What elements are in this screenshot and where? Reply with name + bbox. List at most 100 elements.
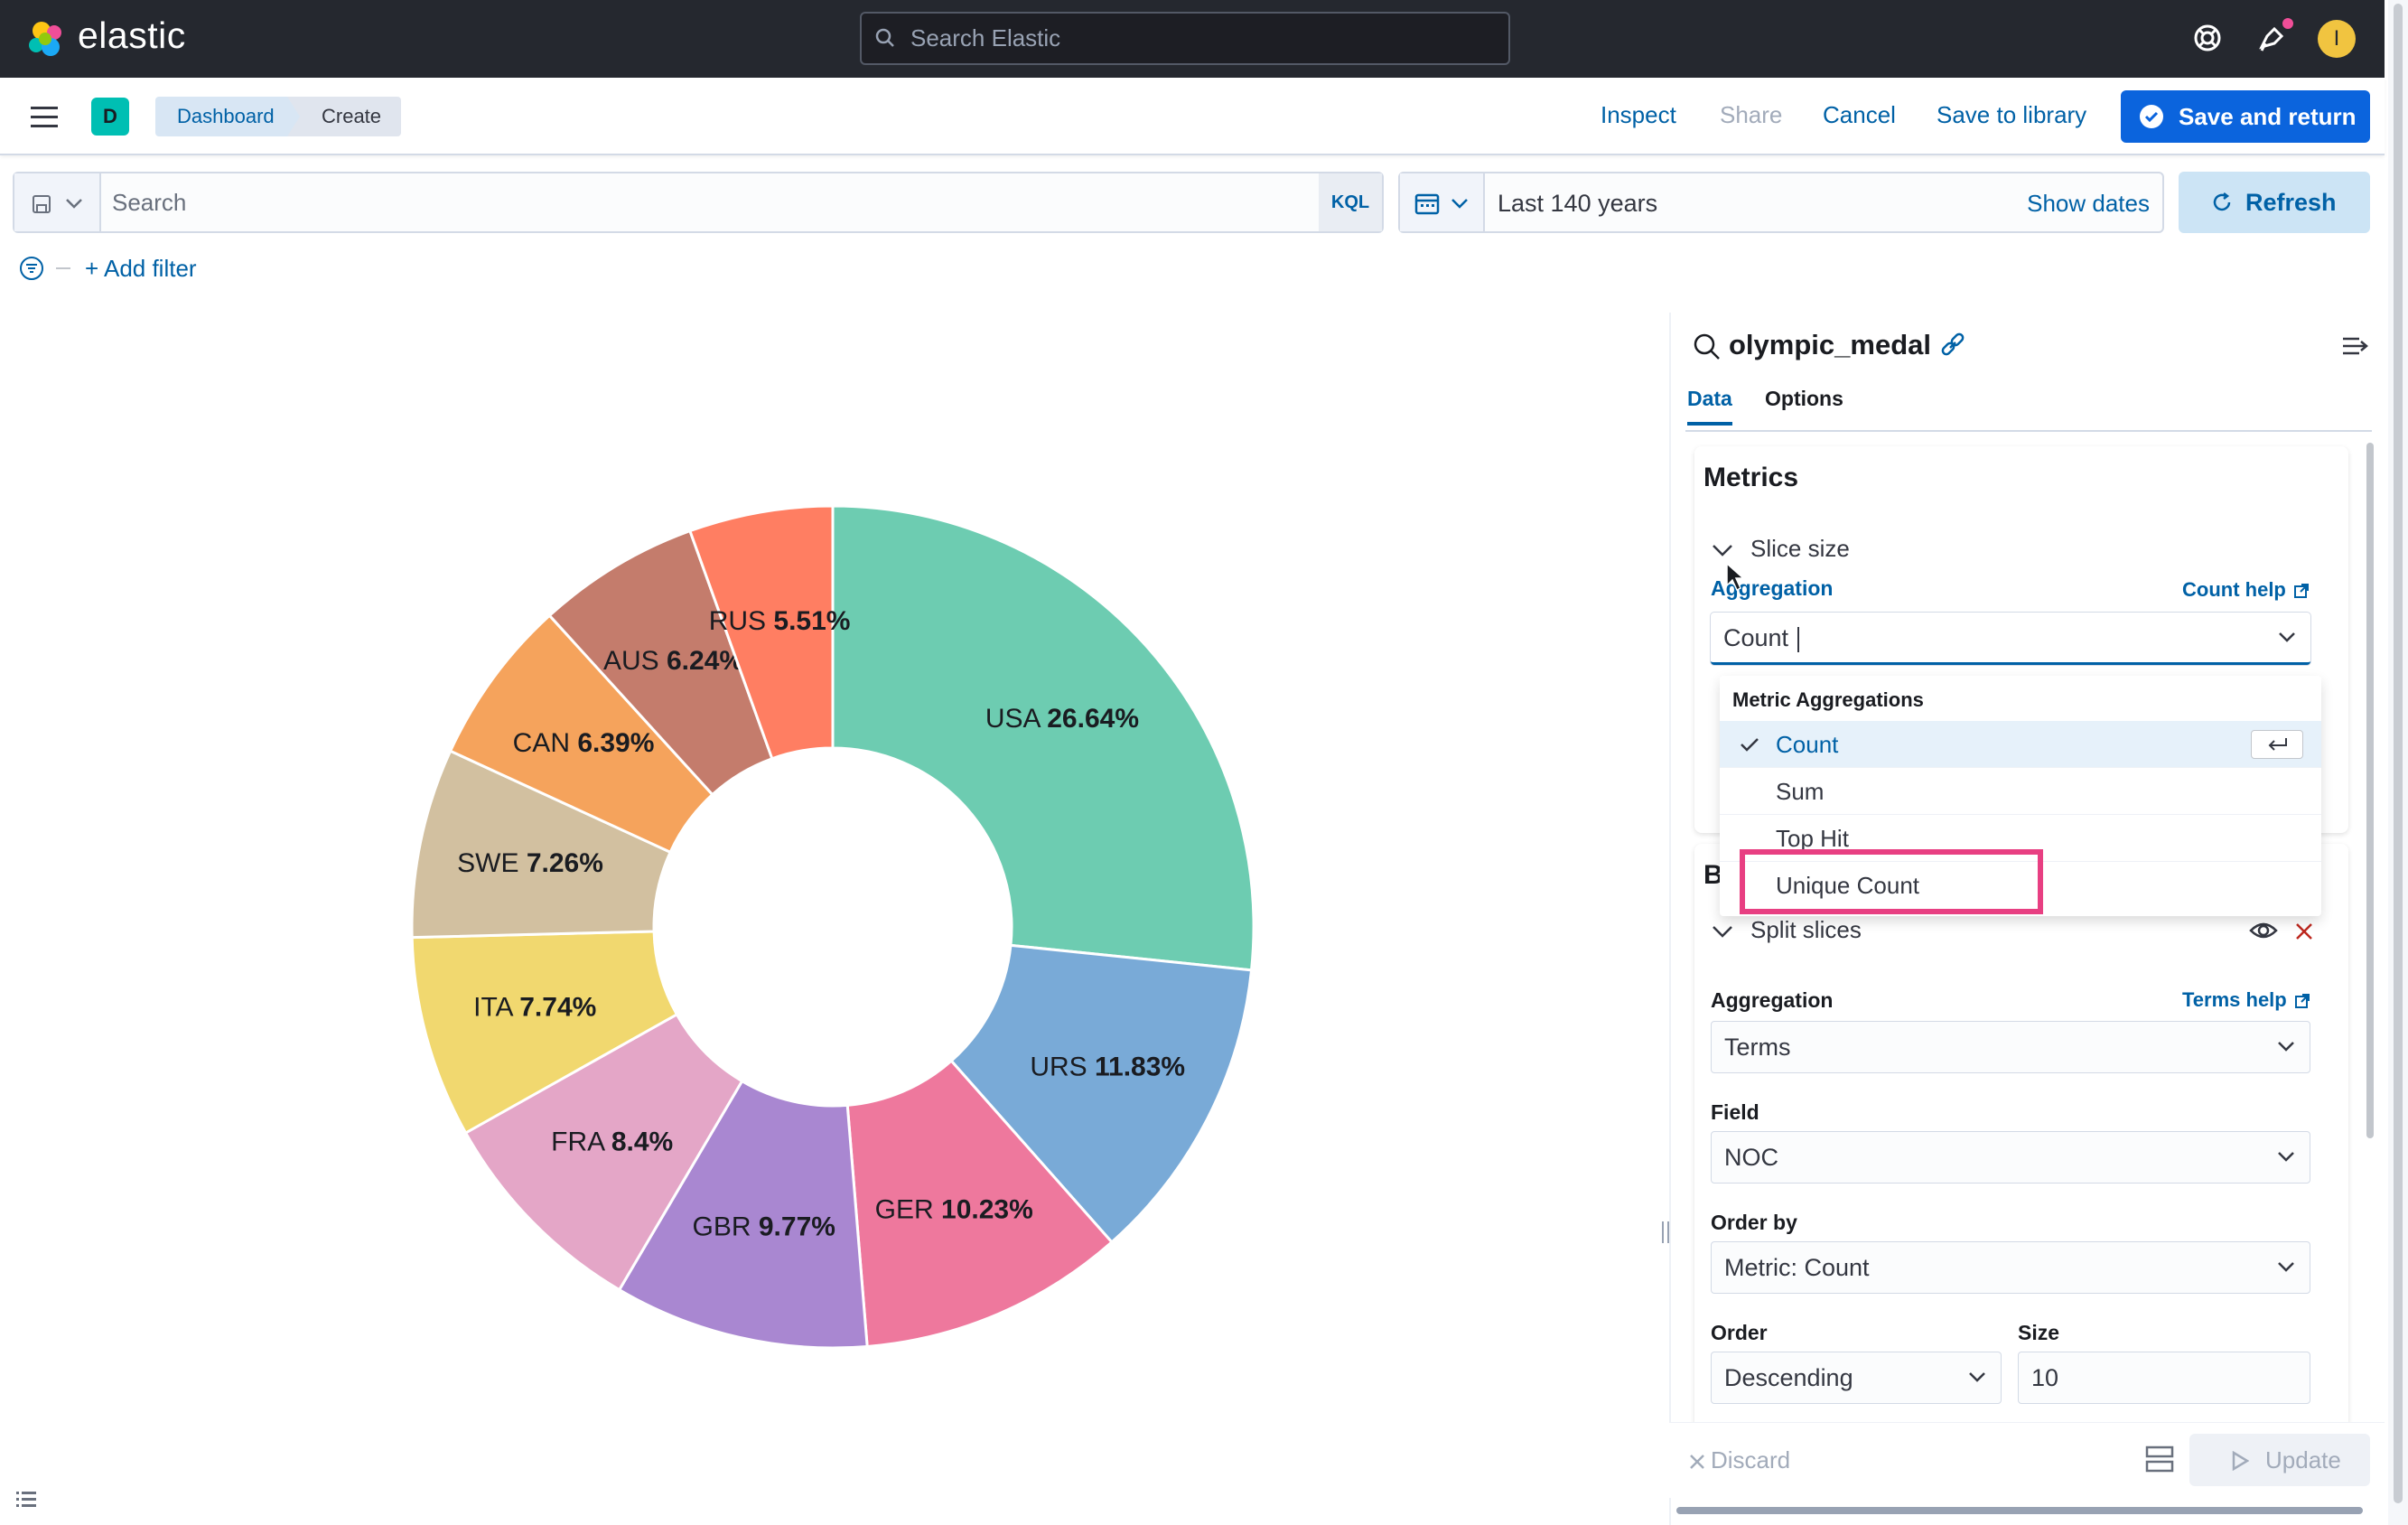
calendar-icon [1414, 193, 1440, 215]
discard-button[interactable]: Discard [1690, 1446, 1790, 1474]
size-label: Size [2018, 1321, 2060, 1344]
sidebar-scrollbar[interactable] [2366, 443, 2374, 1138]
save-icon [33, 195, 51, 213]
chevron-down-icon [2278, 1262, 2294, 1272]
pie-slice-gbr[interactable] [617, 1079, 869, 1350]
chevron-down-icon [2279, 632, 2295, 642]
update-button[interactable]: Update [2189, 1434, 2370, 1486]
editor-sidebar: olympic_medal Data Options Metrics Slice… [1669, 313, 2385, 1525]
field-select[interactable]: NOC [1711, 1131, 2310, 1184]
option-count-label: Count [1776, 731, 1839, 758]
option-top-hit[interactable]: Top Hit [1720, 815, 2321, 862]
chevron-down-icon [1969, 1372, 1985, 1382]
count-help-link[interactable]: Count help [2182, 578, 2310, 602]
page-scrollbar[interactable] [2388, 0, 2408, 1525]
order-select[interactable]: Descending [1711, 1352, 2002, 1404]
terms-help-text: Terms help [2182, 988, 2287, 1011]
slice-label-aus: AUS 6.24% [603, 646, 743, 676]
inspect-link[interactable]: Inspect [1601, 101, 1676, 128]
search-icon [1694, 333, 1720, 360]
bucket-aggregation-label: Aggregation [1711, 988, 1834, 1012]
brand-name[interactable]: elastic [78, 14, 186, 56]
query-language-button[interactable]: KQL [1319, 173, 1382, 231]
save-and-return-label: Save and return [2179, 103, 2357, 130]
search-icon [875, 28, 894, 47]
terms-help-link[interactable]: Terms help [2182, 988, 2310, 1012]
metrics-title: Metrics [1703, 463, 1799, 492]
horizontal-scrollbar[interactable] [1676, 1507, 2363, 1514]
pie-slice-urs[interactable] [949, 943, 1254, 1245]
quick-select-button[interactable] [1400, 173, 1485, 231]
pie-slice-fra[interactable] [463, 1012, 744, 1292]
external-link-icon [2294, 994, 2310, 1009]
highlight-annotation [1740, 849, 2043, 914]
play-icon [2232, 1451, 2249, 1471]
buckets-panel: B Split slices Aggregation Terms help Te… [1694, 844, 2348, 1476]
share-link[interactable]: Share [1720, 101, 1783, 128]
tab-options[interactable]: Options [1765, 387, 1843, 410]
breadcrumb-dashboard[interactable]: Dashboard [155, 97, 309, 136]
refresh-label: Refresh [2245, 189, 2337, 216]
option-unique-count[interactable]: Unique Count [1776, 872, 1919, 899]
global-search-input[interactable] [910, 14, 1489, 63]
query-search-input[interactable] [112, 173, 1313, 231]
option-sum[interactable]: Sum [1720, 768, 2321, 815]
saved-query-button[interactable] [14, 173, 101, 231]
split-slices-label: Split slices [1750, 916, 1862, 943]
check-circle-icon [2140, 105, 2163, 128]
order-by-select[interactable]: Metric: Count [1711, 1241, 2310, 1294]
donut-chart: USA 26.64% URS 11.83% GER 10.23% GBR 9.77% F… [410, 504, 1255, 1350]
space-avatar[interactable]: D [91, 98, 129, 136]
chevron-down-icon [1713, 926, 1732, 938]
size-input[interactable]: 10 [2018, 1352, 2310, 1404]
chevron-down-icon [66, 199, 82, 209]
legend-toggle-icon[interactable] [14, 1489, 38, 1509]
panel-resize-handle[interactable] [1662, 1221, 1669, 1243]
bucket-aggregation-value: Terms [1724, 1034, 1791, 1061]
help-icon[interactable] [2189, 20, 2226, 56]
refresh-button[interactable]: Refresh [2179, 172, 2370, 233]
elastic-logo-icon[interactable] [23, 16, 69, 61]
bucket-aggregation-select[interactable]: Terms [1711, 1021, 2310, 1073]
save-and-return-button[interactable]: Save and return [2121, 90, 2370, 143]
external-link-icon [2293, 584, 2309, 599]
pie-slice-rus[interactable] [687, 504, 835, 761]
time-range-text[interactable]: Last 140 years [1498, 190, 1658, 217]
chevron-down-icon [1451, 199, 1468, 209]
count-help-text: Count help [2182, 578, 2286, 601]
field-select-value: NOC [1724, 1144, 1778, 1171]
filter-options-icon[interactable] [18, 255, 45, 282]
slice-label-urs: URS 11.83% [1030, 1052, 1185, 1081]
pie-slice-usa[interactable] [831, 504, 1255, 972]
app-nav-bar: D Dashboard Create Inspect Share Cancel … [0, 78, 2385, 155]
pie-slice-ger[interactable] [845, 1059, 1115, 1349]
top-header: elastic I [0, 0, 2385, 78]
chevron-down-icon [2278, 1042, 2294, 1052]
newsfeed-icon[interactable] [2254, 20, 2291, 56]
global-search[interactable] [860, 12, 1510, 65]
show-dates-link[interactable]: Show dates [2027, 190, 2150, 217]
close-icon [1690, 1455, 1704, 1469]
link-icon[interactable] [1938, 331, 1967, 360]
eye-icon[interactable] [2249, 920, 2278, 941]
query-bar: KQL [13, 172, 1384, 233]
cancel-link[interactable]: Cancel [1823, 101, 1896, 128]
order-label: Order [1711, 1321, 1768, 1344]
menu-icon[interactable] [29, 105, 61, 130]
tab-data[interactable]: Data [1687, 387, 1732, 426]
breadcrumb-create: Create [287, 97, 402, 136]
add-filter-link[interactable]: + Add filter [85, 255, 197, 282]
remove-icon[interactable] [2294, 922, 2314, 941]
mouse-cursor-icon [1726, 562, 1745, 592]
dropdown-group-label: Metric Aggregations [1732, 688, 1924, 711]
user-avatar[interactable]: I [2318, 20, 2356, 58]
option-count[interactable]: Count [1720, 721, 2321, 768]
collapse-sidebar-icon[interactable] [2341, 334, 2368, 358]
slice-label-can: CAN 6.39% [513, 728, 655, 758]
auto-apply-icon[interactable] [2144, 1445, 2175, 1474]
order-value: Descending [1724, 1364, 1853, 1391]
aggregation-select[interactable]: Count [1711, 613, 2310, 665]
slice-label-rus: RUS 5.51% [709, 606, 851, 636]
slice-label-ger: GER 10.23% [875, 1194, 1033, 1224]
save-to-library-link[interactable]: Save to library [1937, 101, 2087, 128]
